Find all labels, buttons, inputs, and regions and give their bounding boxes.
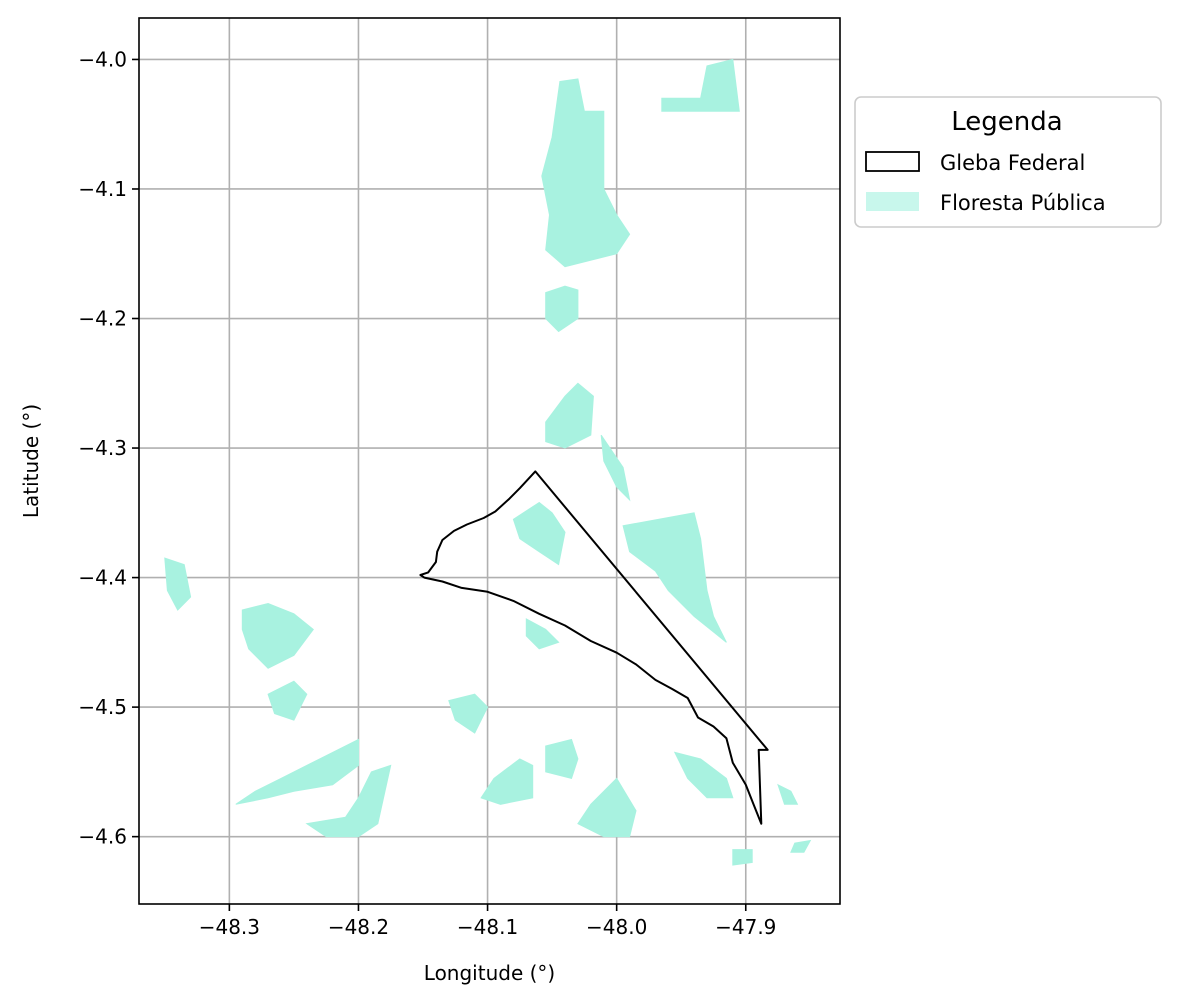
- x-tick-label: −48.0: [586, 915, 647, 939]
- y-tick-label: −4.3: [78, 436, 127, 460]
- floresta-publica-patch: [545, 382, 594, 449]
- legend-swatch-gleba: [865, 151, 920, 172]
- y-tick-label: −4.6: [78, 825, 127, 849]
- y-tick-label: −4.4: [78, 566, 127, 590]
- floresta-publica-patch: [235, 738, 359, 805]
- floresta-publica-patch: [480, 758, 534, 805]
- floresta-publica-patch: [541, 78, 631, 268]
- y-tick-label: −4.0: [78, 47, 127, 71]
- floresta-publica-layer: [164, 58, 812, 866]
- y-tick-label: −4.1: [78, 177, 127, 201]
- floresta-publica-patch: [448, 693, 489, 734]
- gleba-federal-layer: [419, 470, 769, 825]
- floresta-publica-patch: [164, 557, 192, 611]
- floresta-publica-patch: [790, 839, 812, 853]
- legend: Legenda Gleba Federal Floresta Pública: [854, 96, 1162, 228]
- gleba-federal-outline: [419, 470, 769, 825]
- x-tick-label: −48.3: [199, 915, 260, 939]
- floresta-publica-patch: [545, 738, 579, 779]
- legend-swatch-floresta: [866, 192, 919, 211]
- floresta-publica-patch: [512, 501, 566, 566]
- floresta-publica-patch: [241, 602, 314, 669]
- floresta-publica-patch: [577, 777, 637, 838]
- legend-label-floresta: Floresta Pública: [940, 191, 1106, 215]
- floresta-publica-patch: [777, 783, 799, 805]
- x-tick-label: −47.9: [715, 915, 776, 939]
- plot-frame: [138, 17, 841, 905]
- y-tick-label: −4.5: [78, 695, 127, 719]
- legend-frame: [854, 96, 1162, 228]
- y-axis-label: Latitude (°): [19, 404, 43, 518]
- floresta-publica-patch: [673, 751, 734, 799]
- floresta-publica-patch: [545, 285, 579, 333]
- floresta-publica-patch: [600, 434, 631, 502]
- floresta-publica-patch: [661, 58, 740, 112]
- y-axis-ticks: −4.0 −4.1 −4.2 −4.3 −4.4 −4.5 −4.6: [78, 47, 139, 849]
- x-axis-label: Longitude (°): [424, 961, 555, 985]
- y-tick-label: −4.2: [78, 307, 127, 331]
- gridlines: [139, 18, 840, 904]
- floresta-publica-patch: [732, 849, 753, 866]
- x-tick-label: −48.2: [328, 915, 389, 939]
- legend-title: Legenda: [951, 107, 1062, 137]
- x-axis-ticks: −48.3 −48.2 −48.1 −48.0 −47.9: [199, 904, 776, 939]
- floresta-publica-patch: [305, 764, 392, 838]
- floresta-publica-patch: [267, 680, 308, 721]
- floresta-publica-patch: [525, 618, 560, 650]
- x-tick-label: −48.1: [457, 915, 518, 939]
- legend-label-gleba: Gleba Federal: [940, 151, 1085, 175]
- floresta-publica-patch: [622, 512, 727, 643]
